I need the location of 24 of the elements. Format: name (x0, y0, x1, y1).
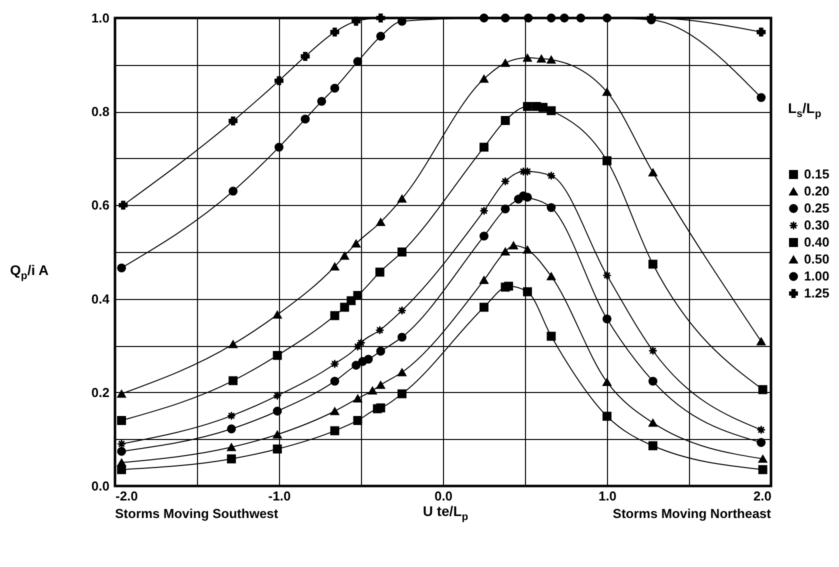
legend-title: L$_{s}$/L$_{p}$ (787, 100, 822, 120)
legend-label: 0.25 (804, 200, 830, 216)
y-tick-label: 0.2 (91, 384, 110, 400)
legend-label: 0.15 (804, 166, 830, 182)
legend-label: 0.50 (804, 252, 830, 266)
text: Storms Moving Southwest (115, 505, 278, 521)
legend-label: 0.30 (804, 218, 830, 232)
x-tick-label: -1.0 (268, 488, 291, 504)
x-tick-label: 2.0 (753, 488, 772, 504)
legend-label: 0.40 (804, 234, 830, 250)
legend-label: 1.25 (804, 286, 830, 300)
y-tick-label: 0.8 (91, 104, 110, 120)
y-tick-label: 1.0 (91, 10, 110, 26)
text: Storms Moving Northeast (612, 505, 771, 521)
y-tick-label: 0.4 (91, 291, 110, 306)
legend-label: 1.00 (804, 268, 830, 284)
y-tick-label: 0.6 (91, 198, 110, 213)
y-axis-title: Q$_{p}$/i A (9, 262, 50, 282)
x-tick-label: -2.0 (116, 488, 138, 504)
x-tick-label: 0.0 (434, 488, 453, 504)
y-tick-label: 0.0 (91, 478, 110, 494)
x-axis-title: U te/L$_{p}$ (422, 503, 470, 524)
legend-label: 0.20 (804, 184, 830, 198)
x-tick-label: 1.0 (598, 488, 617, 504)
